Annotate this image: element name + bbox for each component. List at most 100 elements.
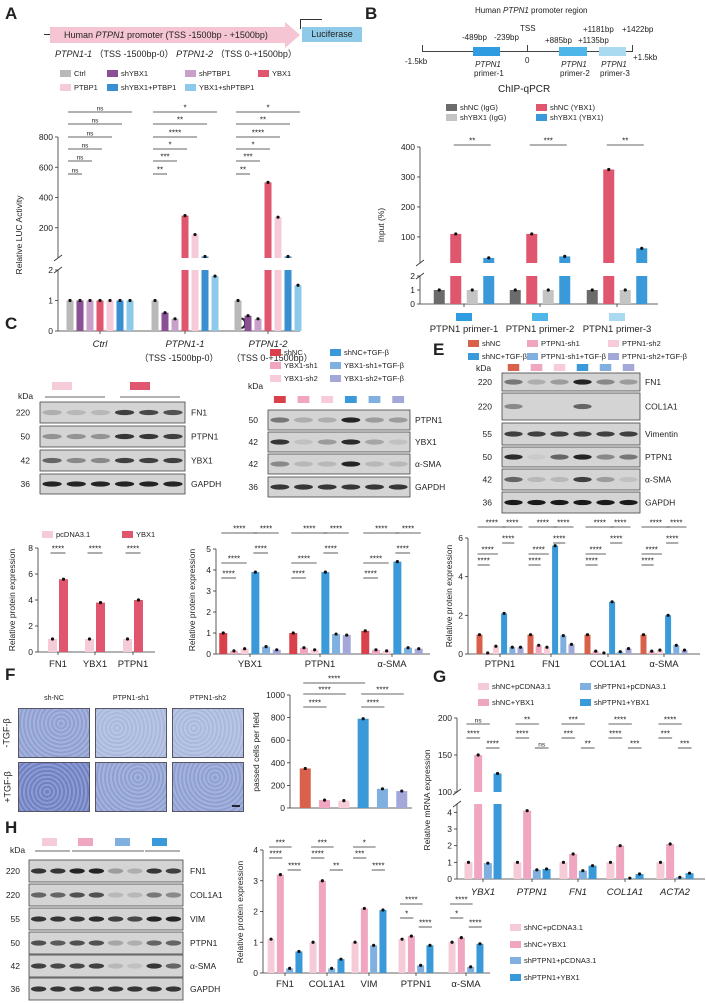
protein-band bbox=[550, 454, 569, 460]
significance-label: **** bbox=[396, 545, 408, 554]
significance-label: **** bbox=[292, 570, 304, 579]
significance-label: **** bbox=[516, 730, 528, 739]
y-tick-label: 4 bbox=[458, 572, 463, 582]
blot-strip bbox=[39, 473, 186, 495]
data-point bbox=[243, 647, 247, 651]
significance-label: **** bbox=[222, 570, 234, 579]
promoter-label-suffix: promoter (TSS -1500bp - +1500bp) bbox=[124, 30, 268, 40]
bar bbox=[272, 649, 281, 654]
bar bbox=[685, 873, 694, 879]
protein-label: FN1 bbox=[645, 377, 661, 387]
legend-swatch bbox=[270, 349, 281, 356]
significance-label: **** bbox=[328, 675, 340, 684]
bar bbox=[289, 633, 298, 654]
data-point bbox=[553, 544, 557, 548]
legend-label: YBX1 bbox=[272, 69, 291, 78]
kda-marker: 42 bbox=[249, 459, 259, 469]
legend-swatch bbox=[468, 353, 479, 360]
significance-label: * bbox=[363, 839, 366, 848]
bar bbox=[568, 644, 575, 654]
significance-label: **** bbox=[303, 525, 315, 534]
bar bbox=[342, 635, 351, 654]
legend-label: shNC+pCDNA3.1 bbox=[492, 682, 551, 691]
protein-band bbox=[30, 963, 47, 969]
y-tick-label: 3 bbox=[253, 876, 258, 886]
data-point bbox=[682, 648, 687, 652]
significance-label: **** bbox=[364, 570, 376, 579]
bar bbox=[267, 939, 275, 973]
primer-3-name: primer-3 bbox=[600, 69, 630, 78]
lane-marker bbox=[576, 364, 589, 371]
protein-band bbox=[114, 409, 135, 416]
legend-swatch bbox=[478, 699, 489, 706]
category-label: FN1 bbox=[569, 887, 587, 898]
data-point bbox=[291, 631, 295, 635]
legend-swatch bbox=[527, 340, 538, 347]
data-point bbox=[385, 649, 389, 653]
data-point bbox=[502, 611, 506, 616]
significance-label: **** bbox=[309, 699, 321, 708]
protein-band bbox=[42, 433, 62, 440]
protein-band bbox=[107, 940, 124, 946]
data-point bbox=[323, 570, 327, 574]
significance-label: **** bbox=[269, 850, 281, 859]
legend-swatch bbox=[536, 114, 547, 121]
bar bbox=[616, 845, 625, 879]
protein-band bbox=[107, 916, 124, 922]
legend-swatch bbox=[580, 699, 591, 706]
legend-swatch bbox=[107, 70, 118, 77]
legend-swatch bbox=[270, 375, 281, 382]
protein-band bbox=[88, 868, 105, 874]
legend-swatch bbox=[527, 353, 538, 360]
y-tick-label: 0 bbox=[253, 968, 258, 978]
bar bbox=[181, 215, 189, 258]
category-label: VIM bbox=[361, 979, 378, 990]
significance-label: **** bbox=[486, 519, 498, 528]
protein-label: YBX1 bbox=[191, 456, 213, 466]
protein-band bbox=[88, 986, 105, 992]
data-point bbox=[641, 633, 646, 637]
group-marker bbox=[52, 382, 72, 390]
data-point bbox=[637, 872, 642, 876]
data-point bbox=[428, 943, 432, 947]
bar bbox=[351, 942, 359, 973]
y-tick-label: 6 bbox=[28, 569, 33, 579]
bar bbox=[426, 945, 434, 973]
protein-band bbox=[596, 454, 615, 460]
protein-band bbox=[50, 868, 66, 874]
protein-band bbox=[114, 433, 135, 440]
protein-band bbox=[550, 431, 569, 437]
bar bbox=[370, 945, 378, 973]
protein-band bbox=[88, 940, 105, 946]
data-point bbox=[561, 634, 565, 638]
group-marker bbox=[130, 382, 150, 390]
chart-d: 0 1 2 3 4 5 Relative protein expression YBX1 PTP… bbox=[187, 348, 430, 670]
data-point bbox=[563, 254, 567, 259]
bar bbox=[448, 942, 456, 973]
significance-label: **** bbox=[528, 557, 540, 566]
data-point bbox=[610, 600, 614, 604]
kda-marker: 220 bbox=[16, 408, 30, 418]
data-point bbox=[628, 876, 632, 880]
significance-label: * bbox=[405, 910, 408, 919]
kda-header: kDa bbox=[476, 363, 491, 373]
chart-f: 0 200 400 600 800 1000 passed cells per field *… bbox=[251, 675, 412, 813]
bar bbox=[483, 257, 495, 263]
group-marker bbox=[42, 838, 57, 846]
data-point bbox=[518, 645, 523, 649]
data-point bbox=[345, 633, 349, 637]
protein-band bbox=[139, 409, 159, 416]
blot-strip bbox=[39, 425, 186, 448]
panel-label-h: H bbox=[5, 818, 18, 837]
bar bbox=[526, 233, 538, 263]
pos-p1-end: -239bp bbox=[494, 33, 519, 42]
data-point bbox=[353, 940, 357, 944]
legend-label: shPTPN1+YBX1 bbox=[524, 973, 580, 982]
protein-band bbox=[66, 481, 86, 487]
bar bbox=[542, 869, 551, 879]
data-point bbox=[687, 871, 692, 875]
legend-label: shPTPN1+pCDNA3.1 bbox=[594, 682, 666, 691]
axis-break-mark bbox=[452, 800, 462, 808]
primer-3-gene: PTPN1 bbox=[601, 60, 627, 69]
legend-swatch bbox=[270, 362, 281, 369]
